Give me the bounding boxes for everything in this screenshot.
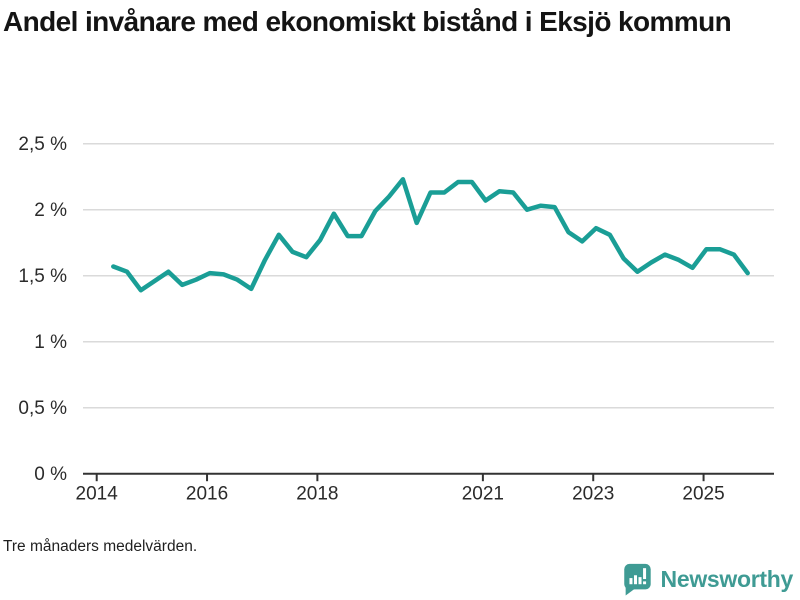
line-chart: 0 % 0,5 % 1 % 1,5 % 2 % 2,5 % 2014 2016 2018 2021…: [18, 134, 774, 505]
page-title: Andel invånare med ekonomiskt bistånd i …: [3, 6, 732, 37]
y-tick-label: 0 %: [34, 464, 67, 485]
y-tick-label: 2,5 %: [18, 134, 67, 155]
brand-name: Newsworthy: [660, 566, 794, 592]
x-tick-label: 2014: [76, 484, 119, 505]
x-tick-label: 2016: [186, 484, 228, 505]
y-tick-label: 0,5 %: [18, 398, 67, 419]
y-tick-label: 1,5 %: [18, 266, 67, 287]
data-series-line: [111, 177, 750, 293]
y-tick-label: 2 %: [34, 200, 67, 221]
y-tick-label: 1 %: [34, 332, 67, 353]
newsworthy-brand: Newsworthy: [620, 562, 793, 597]
x-tick-label: 2021: [462, 484, 504, 505]
newsworthy-logo-icon: [623, 563, 651, 596]
x-tick-label: 2018: [296, 484, 338, 505]
x-tick-label: 2025: [682, 484, 724, 505]
x-tick-label: 2023: [572, 484, 614, 505]
chart-footnote: Tre månaders medelvärden.: [3, 538, 198, 555]
